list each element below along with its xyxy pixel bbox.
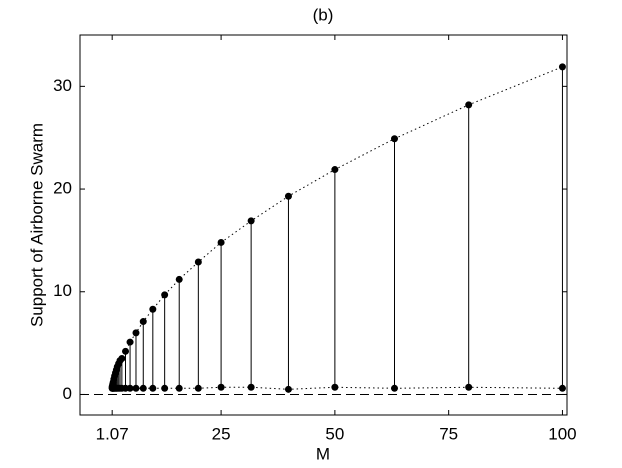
point [161,291,169,299]
point [132,384,140,392]
x-tick-label: 50 [325,424,344,443]
y-axis-label: Support of Airborne Swarm [27,123,46,327]
point [391,384,399,392]
point [149,384,157,392]
point [161,384,169,392]
x-tick-label: 75 [439,424,458,443]
point [284,385,292,393]
point [465,383,473,391]
point [175,275,183,283]
point [284,192,292,200]
point [391,135,399,143]
point [126,338,134,346]
point [558,384,566,392]
point [194,258,202,266]
point [126,384,134,392]
point [132,329,140,337]
point [331,383,339,391]
x-tick-label: 1.07 [96,424,129,443]
point [247,217,255,225]
point [247,383,255,391]
point [122,347,130,355]
y-tick-label: 30 [53,76,72,95]
y-tick-label: 20 [53,179,72,198]
x-tick-label: 25 [212,424,231,443]
x-tick-label: 100 [548,424,576,443]
y-tick-label: 10 [53,281,72,300]
point [118,355,126,363]
point [149,305,157,313]
x-axis-label: M [316,444,330,463]
point [465,101,473,109]
plot-frame [79,34,568,416]
point [194,384,202,392]
chart-title: (b) [313,5,334,24]
point [139,318,147,326]
y-tick-label: 0 [63,384,72,403]
point [139,384,147,392]
point [217,383,225,391]
point [175,384,183,392]
point [558,63,566,71]
point [331,166,339,174]
point [217,238,225,246]
